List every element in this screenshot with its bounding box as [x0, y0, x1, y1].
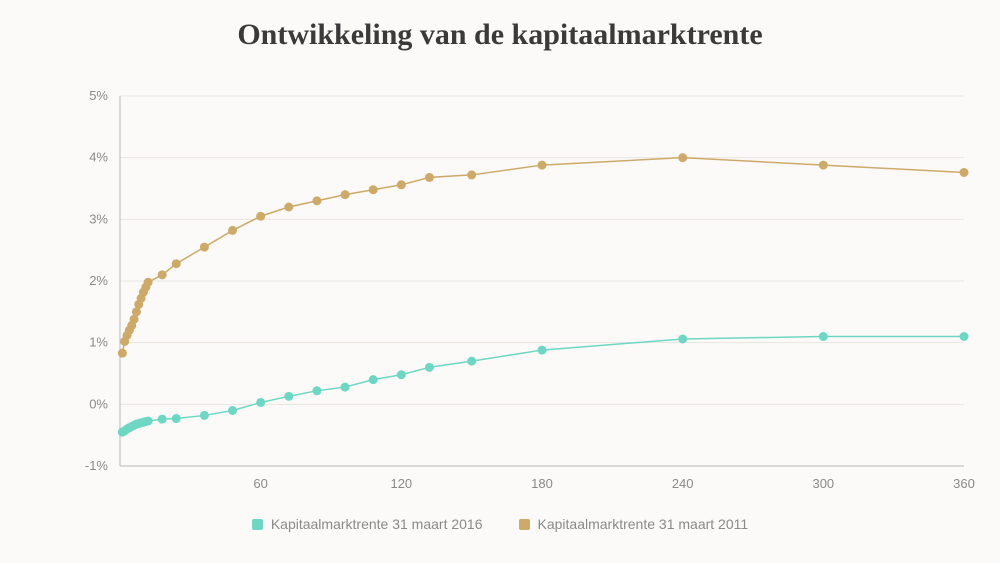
- data-point: [425, 173, 434, 182]
- data-point: [172, 259, 181, 268]
- data-point: [960, 168, 969, 177]
- legend: Kapitaalmarktrente 31 maart 2016 Kapitaal…: [0, 516, 1000, 532]
- data-point: [425, 363, 434, 372]
- data-point: [144, 416, 153, 425]
- data-point: [819, 161, 828, 170]
- plot-area: -1%0%1%2%3%4%5%60120180240300360: [120, 96, 964, 466]
- data-point: [397, 180, 406, 189]
- chart-container: Ontwikkeling van de kapitaalmarktrente -…: [0, 0, 1000, 563]
- legend-swatch: [252, 519, 263, 530]
- data-point: [228, 226, 237, 235]
- svg-text:1%: 1%: [89, 335, 108, 350]
- data-point: [819, 332, 828, 341]
- data-point: [228, 406, 237, 415]
- svg-text:120: 120: [390, 476, 412, 491]
- data-point: [158, 270, 167, 279]
- svg-text:240: 240: [672, 476, 694, 491]
- data-point: [538, 161, 547, 170]
- data-point: [144, 278, 153, 287]
- svg-text:300: 300: [812, 476, 834, 491]
- data-point: [200, 411, 209, 420]
- data-point: [341, 190, 350, 199]
- series-line: [122, 158, 964, 353]
- legend-label: Kapitaalmarktrente 31 maart 2016: [271, 516, 483, 532]
- data-point: [312, 196, 321, 205]
- legend-item: Kapitaalmarktrente 31 maart 2016: [252, 516, 483, 532]
- data-point: [118, 349, 127, 358]
- svg-text:-1%: -1%: [85, 458, 109, 473]
- data-point: [312, 386, 321, 395]
- svg-text:180: 180: [531, 476, 553, 491]
- data-point: [678, 334, 687, 343]
- data-point: [284, 392, 293, 401]
- data-point: [200, 243, 209, 252]
- data-point: [467, 357, 476, 366]
- svg-text:360: 360: [953, 476, 975, 491]
- data-point: [172, 414, 181, 423]
- legend-swatch: [519, 519, 530, 530]
- data-point: [397, 370, 406, 379]
- data-point: [256, 398, 265, 407]
- legend-item: Kapitaalmarktrente 31 maart 2011: [519, 516, 749, 532]
- svg-text:4%: 4%: [89, 150, 108, 165]
- data-point: [678, 153, 687, 162]
- chart-title: Ontwikkeling van de kapitaalmarktrente: [0, 18, 1000, 52]
- legend-label: Kapitaalmarktrente 31 maart 2011: [538, 516, 749, 532]
- data-point: [256, 212, 265, 221]
- svg-text:3%: 3%: [89, 211, 108, 226]
- svg-text:5%: 5%: [89, 88, 108, 103]
- data-point: [341, 383, 350, 392]
- svg-text:2%: 2%: [89, 273, 108, 288]
- data-point: [284, 203, 293, 212]
- data-point: [960, 332, 969, 341]
- data-point: [538, 346, 547, 355]
- data-point: [467, 170, 476, 179]
- svg-text:0%: 0%: [89, 396, 108, 411]
- data-point: [369, 375, 378, 384]
- data-point: [369, 185, 378, 194]
- svg-text:60: 60: [253, 476, 267, 491]
- data-point: [158, 415, 167, 424]
